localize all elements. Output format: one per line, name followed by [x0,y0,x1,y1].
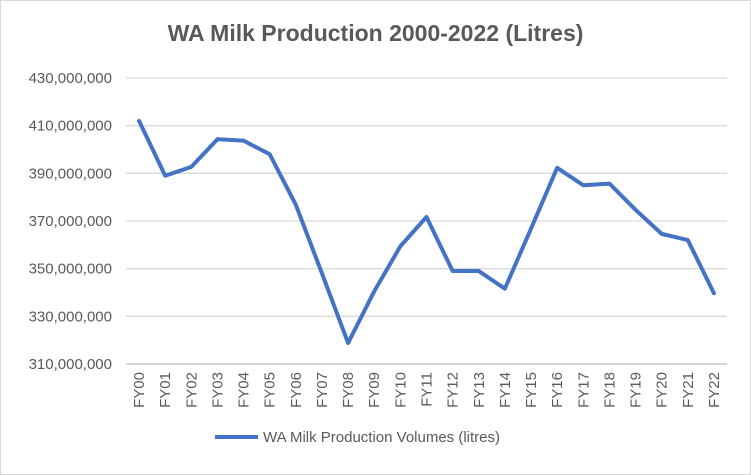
chart-title: WA Milk Production 2000-2022 (Litres) [167,20,584,46]
x-tick-label: FY03 [209,372,226,408]
x-tick-label: FY14 [497,372,514,408]
x-tick-label: FY19 [628,372,645,408]
y-tick-label: 410,000,000 [29,118,112,135]
x-tick-label: FY04 [236,372,253,408]
x-tick-label: FY05 [262,372,279,408]
x-tick-label: FY18 [601,372,618,408]
x-axis-ticks: FY00 FY01 FY02 FY03 FY04 FY05 FY06 FY07 FY08 FY09… [131,372,723,408]
gridlines [126,77,727,365]
y-tick-label: 310,000,000 [29,356,112,373]
y-axis-ticks: 310,000,000 330,000,000 350,000,000 370,000… [29,70,112,373]
x-tick-label: FY15 [523,372,540,408]
x-tick-label: FY16 [549,372,566,408]
x-tick-label: FY20 [654,372,671,408]
y-tick-label: 370,000,000 [29,213,112,230]
legend: WA Milk Production Volumes (litres) [215,429,500,446]
x-tick-label: FY08 [340,372,357,408]
y-tick-label: 330,000,000 [29,308,112,325]
y-tick-label: 350,000,000 [29,261,112,278]
x-tick-label: FY00 [131,372,148,408]
x-tick-label: FY22 [706,372,723,408]
x-tick-label: FY17 [575,372,592,408]
x-tick-label: FY01 [157,372,174,408]
x-tick-label: FY09 [366,372,383,408]
y-tick-label: 430,000,000 [29,70,112,87]
x-tick-label: FY11 [419,372,436,407]
series-line [137,118,716,346]
x-tick-label: FY21 [680,372,697,408]
x-tick-label: FY13 [471,372,488,408]
x-tick-label: FY07 [314,372,331,408]
x-tick-label: FY02 [183,372,200,408]
x-tick-label: FY10 [392,372,409,408]
x-tick-label: FY12 [445,372,462,408]
series-layer [137,118,716,346]
x-tick-label: FY06 [288,372,305,408]
y-tick-label: 390,000,000 [29,165,112,182]
legend-label: WA Milk Production Volumes (litres) [263,429,500,446]
